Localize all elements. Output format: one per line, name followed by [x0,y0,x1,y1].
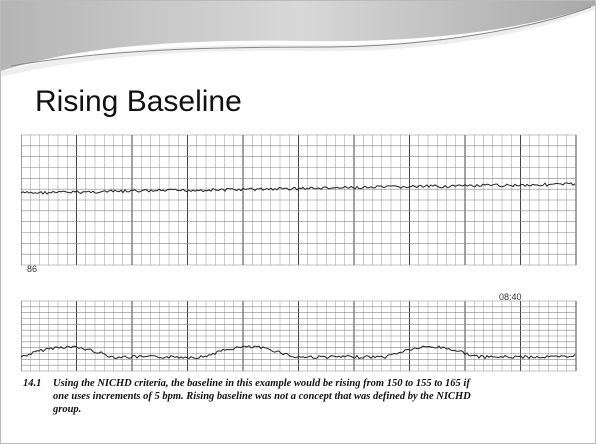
caption-line: Using the NICHD criteria, the baseline i… [53,377,583,390]
time-label: 08:40 [499,292,522,302]
header-decoration [1,1,596,81]
strip-label: 86 [27,264,37,274]
slide-title: Rising Baseline [35,85,242,119]
caption-line: one uses increments of 5 bpm. Rising bas… [53,390,583,403]
slide: Rising Baseline 86 08:40 14.1 Using the … [0,0,596,444]
caption-line: group. [53,403,583,416]
caption: 14.1 Using the NICHD criteria, the basel… [23,377,583,416]
fhr-tracing: 86 08:40 [21,133,577,373]
caption-number: 14.1 [23,377,41,390]
